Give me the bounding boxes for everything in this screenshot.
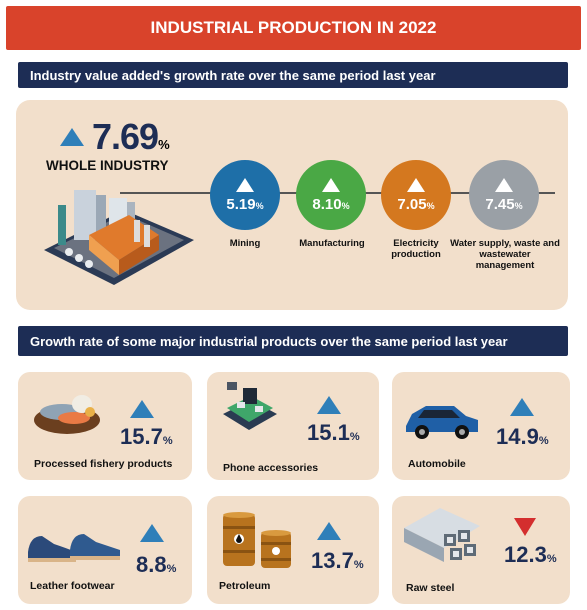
section1-heading: Industry value added's growth rate over … [18,62,568,88]
product-name: Petroleum [219,580,271,592]
section2-heading: Growth rate of some major industrial pro… [18,326,568,356]
product-card-fishery: 15.7% Processed fishery products [18,372,192,480]
up-arrow-icon [60,128,84,146]
oil-barrel-icon [223,512,291,568]
water-supply-circle: 7.45% [469,160,539,230]
up-arrow-icon [130,400,154,418]
product-name: Automobile [408,458,466,470]
electricity-label: Electricity production [391,238,441,260]
manufacturing-circle: 8.10% [296,160,366,230]
whole-industry-value: 7.69% [60,116,170,158]
car-icon [406,406,478,439]
fish-icon [34,395,100,434]
product-card-automobile: 14.9% Automobile [392,372,570,480]
factory-icon [44,190,194,285]
product-card-leather-footwear: 8.8% Leather footwear [18,496,192,604]
up-arrow-icon [317,396,341,414]
electricity-circle: 7.05% [381,160,451,230]
mining-circle: 5.19% [210,160,280,230]
up-arrow-icon [495,177,513,192]
product-name: Processed fishery products [34,458,173,470]
up-arrow-icon [322,177,340,192]
product-name: Raw steel [406,582,455,594]
steel-pipes-icon [404,508,480,562]
up-arrow-icon [236,177,254,192]
water-supply-label: Water supply, waste and wastewater manag… [450,238,560,271]
up-arrow-icon [140,524,164,542]
product-value: 15.7% [120,424,173,449]
product-value: 12.3% [504,542,557,567]
product-card-phone-accessories: 15.1% Phone accessories [207,372,379,480]
mining-label: Mining [229,238,261,249]
product-card-petroleum: 13.7% Petroleum [207,496,379,604]
up-arrow-icon [510,398,534,416]
product-value: 15.1% [307,420,360,445]
whole-industry-label: WHOLE INDUSTRY [46,158,169,173]
product-value: 8.8% [136,552,177,577]
circuit-board-icon [223,382,277,430]
down-arrow-icon [514,518,536,536]
up-arrow-icon [407,177,425,192]
product-value: 14.9% [496,424,549,449]
up-arrow-icon [317,522,341,540]
product-name: Phone accessories [223,462,319,474]
page-title: INDUSTRIAL PRODUCTION IN 2022 [6,6,581,50]
manufacturing-label: Manufacturing [299,238,365,249]
product-name: Leather footwear [30,580,115,592]
product-card-raw-steel: 12.3% Raw steel [392,496,570,604]
shoes-icon [28,534,120,562]
product-value: 13.7% [311,548,364,573]
